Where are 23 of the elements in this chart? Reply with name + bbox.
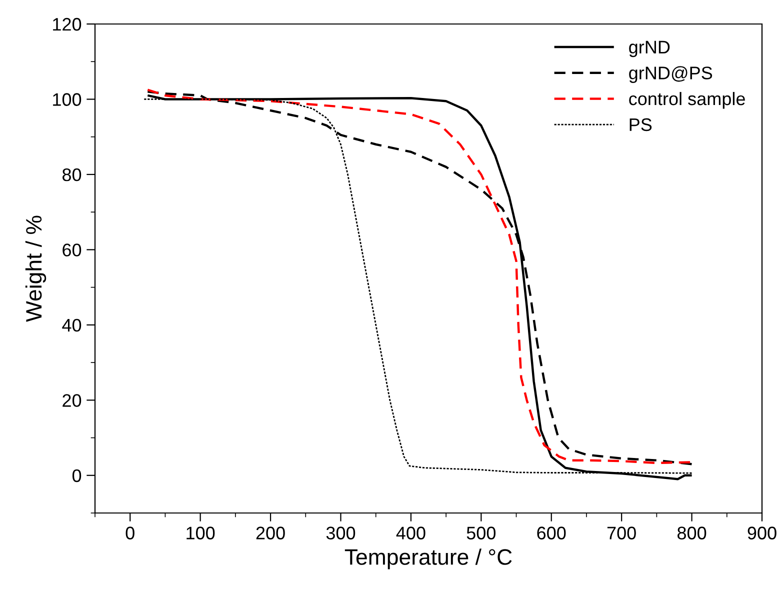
x-tick-label: 100 — [186, 526, 215, 540]
x-tick-label: 800 — [678, 526, 706, 540]
x-tick-label: 200 — [256, 526, 285, 540]
x-tick-label: 0 — [126, 526, 134, 540]
legend-label: grND — [629, 40, 670, 58]
y-tick-label: 80 — [62, 168, 82, 182]
y-axis-title: Weight / % — [25, 216, 46, 322]
x-tick-label: 600 — [537, 526, 566, 540]
y-tick-label: 0 — [72, 469, 82, 482]
y-tick-label: 120 — [53, 18, 82, 31]
y-tick-label: 60 — [62, 244, 82, 256]
y-tick-label: 20 — [62, 394, 82, 407]
y-tick-label: 100 — [53, 93, 82, 106]
x-tick-label: 300 — [326, 526, 356, 540]
x-axis-title: Temperature / °C — [344, 548, 512, 570]
x-tick-label: 500 — [466, 526, 496, 540]
x-tick-label: 700 — [607, 526, 636, 540]
x-tick-label: 900 — [748, 526, 776, 540]
legend-label: grND@PS — [629, 66, 712, 83]
y-tick-label: 40 — [62, 318, 82, 332]
x-tick-label: 400 — [396, 526, 426, 540]
legend-label: PS — [630, 118, 652, 132]
legend-label: control sample — [629, 92, 745, 109]
